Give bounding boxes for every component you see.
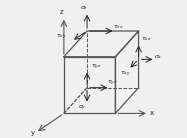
Text: $\tau_{xz}$: $\tau_{xz}$ — [141, 35, 152, 43]
Text: y: y — [31, 130, 35, 136]
Text: x: x — [149, 110, 154, 116]
Text: $\tau_{yx}$: $\tau_{yx}$ — [107, 79, 118, 88]
Text: $\tau_{yz}$: $\tau_{yz}$ — [91, 63, 101, 72]
Text: $\tau_{xy}$: $\tau_{xy}$ — [120, 70, 131, 79]
Text: $\tau_{zy}$: $\tau_{zy}$ — [56, 33, 67, 42]
Text: $\sigma_y$: $\sigma_y$ — [78, 104, 86, 113]
Text: z: z — [59, 9, 63, 15]
Text: $\sigma_z$: $\sigma_z$ — [80, 4, 89, 12]
Text: $\tau_{zx}$: $\tau_{zx}$ — [113, 23, 123, 31]
Text: $\sigma_x$: $\sigma_x$ — [154, 53, 162, 61]
